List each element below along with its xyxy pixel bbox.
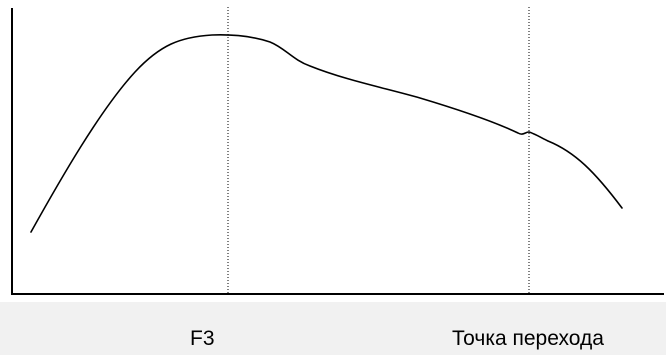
transition-point-label: Точка перехода	[452, 327, 604, 350]
f3-label: F3	[190, 327, 215, 350]
curve	[30, 34, 623, 233]
label-band	[0, 302, 666, 355]
